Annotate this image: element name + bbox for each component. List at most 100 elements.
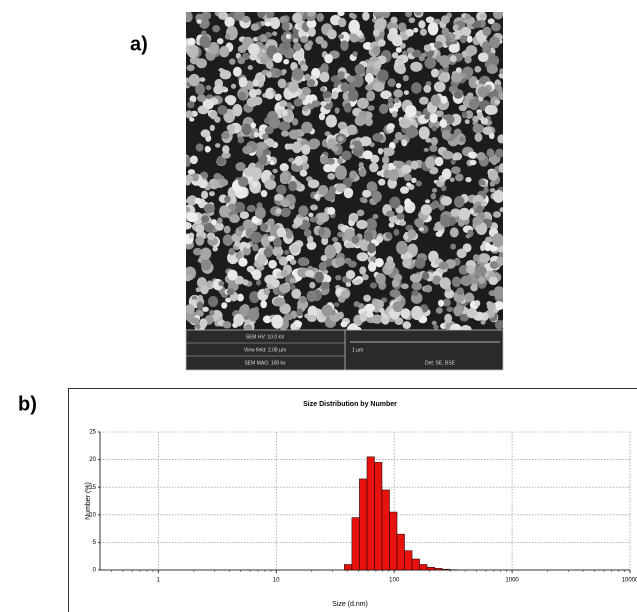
grain bbox=[189, 95, 197, 103]
x-tick-label: 10 bbox=[273, 578, 280, 584]
grain bbox=[487, 169, 499, 181]
grain bbox=[449, 323, 462, 330]
grain bbox=[334, 302, 340, 307]
grain bbox=[335, 256, 345, 267]
grain bbox=[283, 59, 290, 65]
grain bbox=[466, 308, 478, 319]
grain bbox=[288, 157, 295, 163]
grain bbox=[233, 12, 245, 21]
grain bbox=[307, 179, 320, 189]
grain bbox=[470, 283, 478, 292]
grain bbox=[338, 34, 345, 40]
grain bbox=[213, 172, 222, 180]
grain bbox=[396, 240, 408, 255]
grain bbox=[201, 30, 207, 36]
grain bbox=[321, 304, 333, 317]
grain bbox=[476, 205, 484, 214]
grain bbox=[346, 124, 358, 136]
grain bbox=[458, 207, 471, 221]
grain bbox=[410, 61, 423, 72]
grain bbox=[377, 147, 384, 155]
grain bbox=[358, 167, 367, 178]
grain bbox=[469, 159, 477, 166]
grain bbox=[480, 117, 489, 125]
grain bbox=[337, 71, 346, 80]
grain bbox=[388, 215, 399, 224]
grain bbox=[267, 218, 275, 226]
grain bbox=[291, 288, 302, 299]
grain bbox=[309, 204, 318, 211]
grain bbox=[394, 317, 404, 325]
grain bbox=[474, 132, 483, 142]
grain bbox=[280, 198, 291, 208]
grain bbox=[246, 204, 256, 213]
grain bbox=[478, 253, 491, 263]
bar bbox=[441, 568, 450, 571]
grain bbox=[242, 279, 249, 286]
grain bbox=[431, 188, 438, 193]
grain bbox=[465, 233, 471, 239]
grain bbox=[423, 44, 432, 52]
grain bbox=[365, 217, 377, 232]
grain bbox=[458, 264, 470, 275]
grain bbox=[372, 81, 385, 92]
grain bbox=[186, 64, 195, 72]
grain bbox=[274, 193, 284, 202]
grain bbox=[314, 271, 324, 283]
grain bbox=[499, 207, 503, 213]
y-tick-label: 0 bbox=[93, 568, 97, 574]
grain bbox=[320, 40, 328, 49]
grain bbox=[280, 207, 291, 218]
grain bbox=[206, 232, 216, 241]
grain bbox=[260, 236, 270, 247]
grain bbox=[484, 242, 492, 252]
grain bbox=[482, 26, 492, 36]
grain bbox=[347, 89, 359, 102]
bar bbox=[411, 558, 420, 571]
grain bbox=[191, 299, 197, 305]
grain bbox=[444, 313, 453, 324]
grain bbox=[387, 101, 395, 109]
grain bbox=[384, 261, 396, 270]
grain bbox=[476, 271, 483, 277]
grain bbox=[198, 179, 208, 189]
grain bbox=[346, 75, 355, 83]
grain bbox=[306, 19, 317, 29]
grain bbox=[219, 46, 230, 58]
grain bbox=[242, 219, 255, 231]
grain bbox=[353, 301, 360, 308]
grain bbox=[290, 284, 296, 291]
y-tick-label: 10 bbox=[89, 512, 96, 518]
grain bbox=[492, 211, 502, 218]
y-tick-label: 25 bbox=[89, 430, 96, 436]
grain bbox=[378, 178, 386, 186]
sem-info: SEM MAG: 100 kx bbox=[244, 360, 286, 366]
grain bbox=[216, 38, 224, 45]
grain bbox=[347, 260, 357, 268]
grain bbox=[423, 147, 429, 152]
grain bbox=[482, 41, 491, 51]
grain bbox=[224, 195, 231, 203]
grain bbox=[396, 212, 405, 220]
grain bbox=[357, 97, 369, 109]
grain bbox=[375, 17, 387, 28]
grain bbox=[492, 233, 503, 248]
grain bbox=[308, 138, 321, 149]
grain bbox=[420, 204, 432, 216]
grain bbox=[453, 305, 463, 317]
grain bbox=[433, 41, 443, 49]
grain bbox=[232, 66, 242, 77]
grain bbox=[251, 167, 262, 181]
grain bbox=[242, 145, 253, 155]
grain bbox=[464, 110, 474, 119]
grain bbox=[399, 220, 407, 226]
grain bbox=[324, 244, 337, 259]
grain bbox=[196, 301, 204, 310]
grain bbox=[207, 295, 219, 307]
grain bbox=[482, 126, 493, 135]
grain bbox=[290, 323, 297, 330]
grain bbox=[349, 170, 358, 179]
chart-title: Size Distribution by Number bbox=[303, 401, 397, 408]
grain bbox=[306, 235, 314, 243]
grain bbox=[430, 68, 440, 78]
